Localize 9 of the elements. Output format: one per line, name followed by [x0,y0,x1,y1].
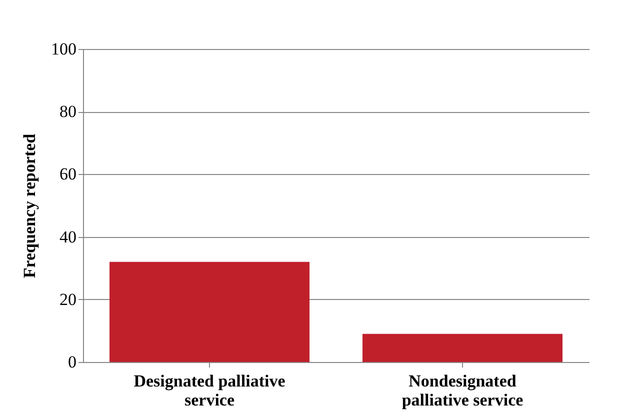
x-tick-label: Designated palliative service [134,372,286,410]
y-tick-label: 60 [60,164,76,184]
y-tick-label: 40 [60,227,76,246]
y-tick-label: 100 [51,40,76,58]
y-tick-label: 20 [60,290,76,309]
x-tick-label: Nondesignated palliative service [402,372,524,410]
y-tick-label: 0 [68,352,76,372]
y-tick-label: 80 [60,102,76,122]
y-axis-title: Frequency reported [20,133,39,278]
